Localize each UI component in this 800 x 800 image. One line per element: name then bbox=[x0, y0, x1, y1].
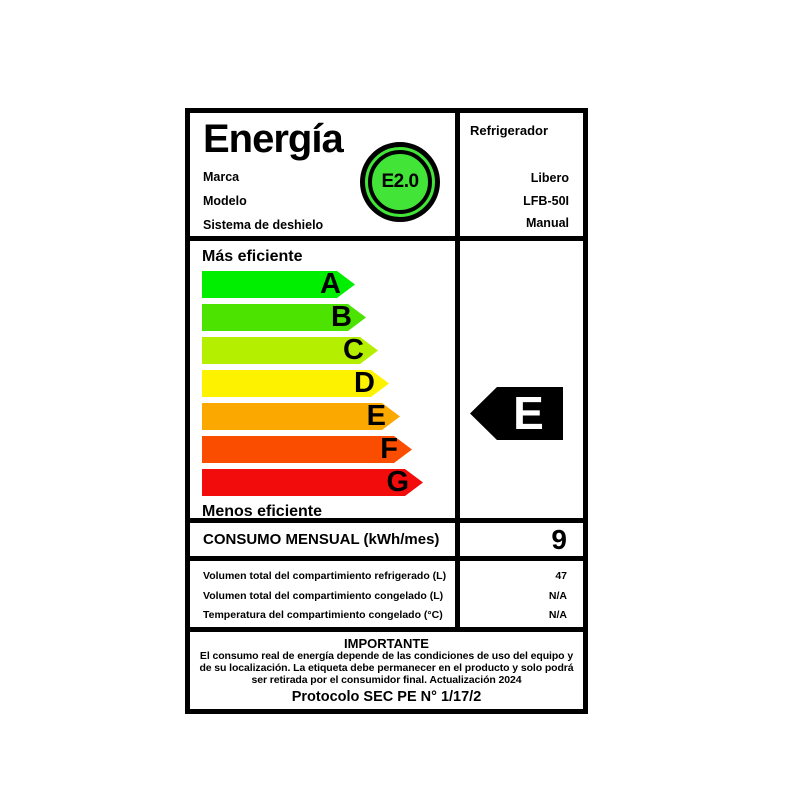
grade-arrow-d: D bbox=[202, 370, 389, 397]
header-left: Energía Marca Modelo Sistema de deshielo… bbox=[190, 113, 455, 236]
grade-arrow-f: F bbox=[202, 436, 412, 463]
efficiency-badge: E2.0 bbox=[360, 142, 440, 222]
grade-letter-a: A bbox=[320, 268, 341, 300]
spec-labels: Marca Modelo Sistema de deshielo bbox=[203, 165, 455, 237]
spec-value-modelo: LFB-50I bbox=[523, 193, 569, 208]
energy-title: Energía bbox=[203, 117, 344, 161]
rating-letter: E bbox=[513, 387, 544, 439]
grade-letter-f: F bbox=[380, 433, 398, 465]
spec-value-marca: Libero bbox=[530, 171, 569, 185]
spec-label-modelo: Modelo bbox=[203, 194, 247, 208]
grade-letter-d: D bbox=[354, 367, 375, 399]
grade-letter-e: E bbox=[366, 400, 386, 432]
less-efficient-label: Menos eficiente bbox=[202, 503, 323, 520]
header-right: Refrigerador Libero LFB-50I Manual bbox=[455, 113, 583, 236]
grade-arrow-e: E bbox=[202, 403, 400, 430]
footer-line-1: El consumo real de energía depende de la… bbox=[199, 650, 574, 662]
spec-label-marca: Marca bbox=[203, 170, 240, 184]
detail-value-refrigerado: 47 bbox=[555, 570, 567, 582]
scale-left: Más eficiente A B C D E F G Menos eficie… bbox=[190, 241, 455, 520]
spec-values: Libero LFB-50I Manual bbox=[468, 167, 569, 235]
grade-arrow-a: A bbox=[202, 271, 355, 298]
efficiency-scale-row: Más eficiente A B C D E F G Menos eficie… bbox=[190, 236, 583, 520]
spec-label-deshielo: Sistema de deshielo bbox=[203, 218, 324, 232]
consumption-row: CONSUMO MENSUAL (kWh/mes) 9 bbox=[190, 518, 583, 556]
energy-label: Energía Marca Modelo Sistema de deshielo… bbox=[185, 108, 588, 714]
grade-arrow-c: C bbox=[202, 337, 378, 364]
details-values: 47 N/A N/A bbox=[455, 561, 583, 627]
detail-label-congelado: Volumen total del compartimiento congela… bbox=[203, 589, 444, 602]
spec-value-deshielo: Manual bbox=[525, 216, 569, 230]
detail-value-congelado: N/A bbox=[548, 589, 567, 602]
footer-line-2: de su localización. La etiqueta debe per… bbox=[199, 661, 574, 674]
protocol-text: Protocolo SEC PE N° 1/17/2 bbox=[291, 689, 482, 706]
footer-row: IMPORTANTE El consumo real de energía de… bbox=[190, 627, 583, 709]
product-type: Refrigerador bbox=[470, 123, 549, 138]
footer-title: IMPORTANTE bbox=[344, 636, 429, 651]
details-row: Volumen total del compartimiento refrige… bbox=[190, 556, 583, 627]
details-labels: Volumen total del compartimiento refrige… bbox=[190, 561, 455, 627]
rating-arrow: E bbox=[470, 387, 563, 440]
header-row: Energía Marca Modelo Sistema de deshielo… bbox=[190, 113, 583, 236]
badge-text: E2.0 bbox=[381, 171, 419, 192]
scale-right: E bbox=[455, 241, 583, 518]
grade-letter-b: B bbox=[331, 301, 352, 333]
detail-label-refrigerado: Volumen total del compartimiento refrige… bbox=[203, 570, 447, 582]
detail-label-temperatura: Temperatura del compartimiento congelado… bbox=[203, 609, 443, 621]
efficiency-badge-ring: E2.0 bbox=[368, 150, 432, 214]
footer-line-3: ser retirada por el consumidor final. Ac… bbox=[251, 673, 522, 686]
consumption-label: CONSUMO MENSUAL (kWh/mes) bbox=[203, 531, 440, 548]
grade-arrow-b: B bbox=[202, 304, 366, 331]
more-efficient-label: Más eficiente bbox=[202, 248, 303, 265]
grade-letter-c: C bbox=[343, 334, 364, 366]
consumption-value: 9 bbox=[455, 523, 583, 556]
grade-letter-g: G bbox=[386, 466, 409, 498]
grade-arrow-g: G bbox=[202, 469, 423, 496]
detail-value-temperatura: N/A bbox=[548, 609, 567, 621]
